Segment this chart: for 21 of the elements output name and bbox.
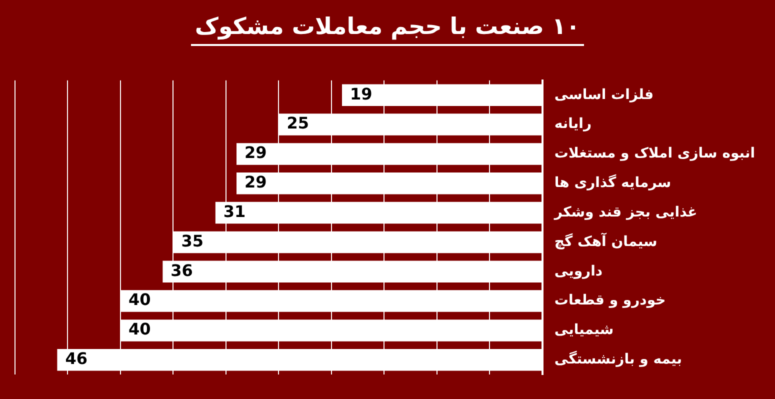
y-tick-label: انبوه سازی املاک و مستغلات (554, 146, 756, 162)
data-label: 29 (244, 143, 267, 162)
data-label: 29 (244, 172, 267, 192)
data-label: 36 (170, 260, 193, 280)
y-tick-label: رایانه (554, 116, 592, 132)
chart-title: ۱۰ صنعت با حجم معاملات مشکوک (190, 14, 584, 46)
data-label: 35 (181, 231, 204, 250)
data-label: 31 (223, 202, 246, 221)
y-tick-label: غذایی بجز قند وشکر (553, 204, 698, 220)
data-label: 46 (65, 349, 88, 368)
y-tick-label: فلزات اساسی (554, 86, 654, 103)
data-label: 40 (128, 290, 151, 310)
y-tick-label: سیمان آهک گچ (554, 232, 658, 250)
data-label: 19 (350, 84, 372, 104)
y-tick-label: سرمایه گذاری ها (554, 174, 672, 192)
y-tick-label: بیمه و بازنشستگی (554, 350, 682, 368)
y-tick-label: خودرو و قطعات (554, 292, 666, 309)
data-label: 25 (286, 114, 309, 133)
y-tick-label: شیمیایی (554, 322, 614, 338)
data-label: 40 (128, 320, 151, 339)
y-tick-label: دارویی (554, 263, 603, 280)
